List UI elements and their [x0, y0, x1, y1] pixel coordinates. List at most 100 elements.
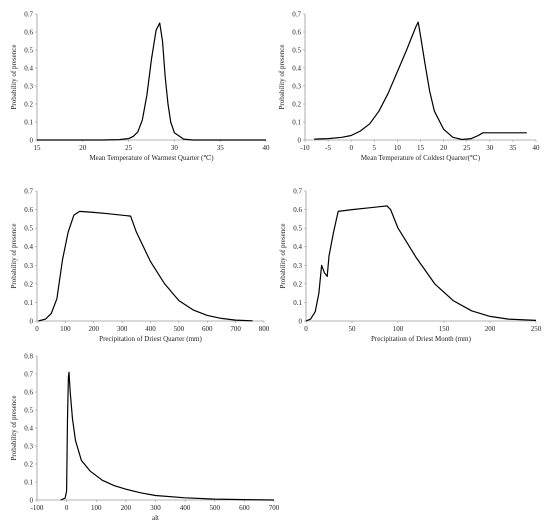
y-tick-label: 0.4 — [24, 425, 33, 433]
y-tick-label: 0.3 — [24, 83, 33, 91]
x-tick-label: 35 — [509, 144, 517, 152]
y-tick-label: 0 — [30, 497, 34, 505]
y-tick-label: 0.4 — [293, 243, 302, 251]
chart-panel-5: 00.10.20.30.40.50.60.70.8-100 0 100 200 300 4… — [10, 353, 280, 523]
y-tick-label: 0.5 — [24, 47, 33, 55]
y-tick-label: 0.1 — [24, 299, 33, 307]
y-tick-label: 0.2 — [24, 280, 33, 288]
x-tick-label: 300 — [150, 504, 161, 512]
x-tick-label: 400 — [180, 504, 191, 512]
x-tick-label: 300 — [117, 325, 128, 333]
series-line — [60, 371, 275, 501]
y-tick-label: 0.4 — [24, 65, 33, 73]
y-tick-label: 0.5 — [24, 225, 33, 233]
x-tick-label: 10 — [394, 144, 402, 152]
y-tick-label: 0.1 — [293, 299, 302, 307]
x-axis-title: Precipitation of Driest Month (mm) — [371, 335, 472, 343]
x-tick-label: 500 — [174, 325, 185, 333]
y-axis-title: Probability of presence — [10, 396, 18, 461]
y-tick-label: 0.1 — [292, 119, 301, 127]
x-tick-label: 800 — [259, 325, 270, 333]
x-tick-label: 20 — [79, 144, 87, 152]
y-tick-label: 0.1 — [24, 119, 33, 127]
y-tick-label: 0.4 — [24, 243, 33, 251]
x-tick-label: 400 — [145, 325, 156, 333]
x-tick-label: -10 — [300, 144, 310, 152]
x-axis-title: Precipitation of Driest Quarter (mm) — [99, 335, 202, 343]
x-tick-label: 200 — [89, 325, 100, 333]
y-tick-label: 0.7 — [24, 11, 33, 19]
x-tick-label: 700 — [269, 504, 280, 512]
x-tick-label: 600 — [202, 325, 213, 333]
x-tick-label: 250 — [531, 325, 542, 333]
series-line — [37, 22, 266, 141]
x-tick-label: 30 — [486, 144, 494, 152]
y-axis-title: Probability of presence — [10, 45, 18, 110]
chart-panel-4: 0 0.1 0.2 0.3 0.4 0.5 0.6 0.7 0 50 100 150 200 250 Pre… — [279, 188, 542, 344]
y-tick-label: 0.3 — [24, 262, 33, 270]
x-tick-label: -100 — [31, 504, 44, 512]
x-tick-label: 25 — [463, 144, 471, 152]
x-tick-label: 0 — [349, 144, 353, 152]
y-tick-label: 0.2 — [24, 101, 33, 109]
x-tick-label: 600 — [239, 504, 250, 512]
x-tick-label: 40 — [533, 144, 541, 152]
y-axis-title: Probability of presence — [279, 224, 287, 289]
y-tick-label: 0.7 — [24, 371, 33, 379]
chart-panel-2: 0 0.1 0.2 0.3 0.4 0.5 0.6 0.7 -10 -5 0 5 10 15 20 25 30 3… — [278, 11, 540, 163]
x-tick-label: 25 — [125, 144, 133, 152]
y-tick-label: 0.7 — [24, 188, 33, 196]
y-tick-label: 0 — [299, 318, 303, 326]
series-line — [305, 205, 537, 322]
x-axis-title: alt — [152, 514, 159, 522]
x-tick-label: 0 — [35, 325, 39, 333]
y-tick-label: 0.3 — [292, 83, 301, 91]
x-tick-label: 500 — [210, 504, 221, 512]
x-axis-title: Mean Temperature of Warmest Quarter (℃) — [89, 154, 214, 162]
y-tick-label: 0 — [30, 318, 34, 326]
series-line — [38, 210, 253, 322]
y-tick-label: 0.7 — [292, 11, 301, 19]
y-tick-label: 0.6 — [293, 206, 302, 214]
y-tick-label: 0.5 — [292, 47, 301, 55]
x-tick-label: 5 — [373, 144, 377, 152]
y-tick-label: 0.6 — [24, 206, 33, 214]
y-tick-label: 0.7 — [293, 188, 302, 196]
x-tick-label: 200 — [485, 325, 496, 333]
y-tick-label: 0.2 — [292, 101, 301, 109]
y-tick-label: 0 — [30, 137, 34, 145]
x-tick-label: 40 — [263, 144, 271, 152]
y-tick-label: 0.6 — [24, 29, 33, 37]
x-tick-label: 0 — [65, 504, 69, 512]
chart-panel-3: 0 0.1 0.2 0.3 0.4 0.5 0.6 0.7 0 100 200 300 400 500 60… — [10, 188, 270, 344]
x-tick-label: 20 — [440, 144, 448, 152]
y-axis-title: Probability of presence — [10, 224, 18, 289]
y-tick-label: 0.5 — [24, 407, 33, 415]
y-tick-label: 0.6 — [292, 29, 301, 37]
x-tick-label: 100 — [393, 325, 404, 333]
y-tick-label: 0.3 — [24, 443, 33, 451]
x-tick-label: 15 — [34, 144, 42, 152]
y-tick-label: 0.8 — [24, 353, 33, 361]
y-tick-label: 0 — [298, 137, 302, 145]
y-tick-label: 0.3 — [293, 262, 302, 270]
y-tick-label: 0.1 — [24, 479, 33, 487]
x-tick-label: 15 — [417, 144, 425, 152]
y-tick-label: 0.4 — [292, 65, 301, 73]
x-tick-label: 35 — [217, 144, 225, 152]
x-tick-label: -5 — [325, 144, 331, 152]
x-tick-label: 700 — [230, 325, 241, 333]
x-tick-label: 50 — [349, 325, 357, 333]
x-tick-label: 150 — [439, 325, 450, 333]
series-line — [314, 21, 527, 141]
y-axis-title: Probability of presence — [278, 45, 286, 110]
x-tick-label: 100 — [60, 325, 71, 333]
y-tick-label: 0.2 — [293, 280, 302, 288]
x-tick-label: 0 — [304, 325, 308, 333]
y-tick-label: 0.5 — [293, 225, 302, 233]
chart-panel-1: 0 0.1 0.2 0.3 0.4 0.5 0.6 0.7 15 20 25 30 35 40 Mean T… — [10, 11, 270, 163]
x-tick-label: 100 — [91, 504, 102, 512]
x-tick-label: 30 — [171, 144, 179, 152]
x-tick-label: 200 — [121, 504, 132, 512]
y-tick-label: 0.2 — [24, 461, 33, 469]
